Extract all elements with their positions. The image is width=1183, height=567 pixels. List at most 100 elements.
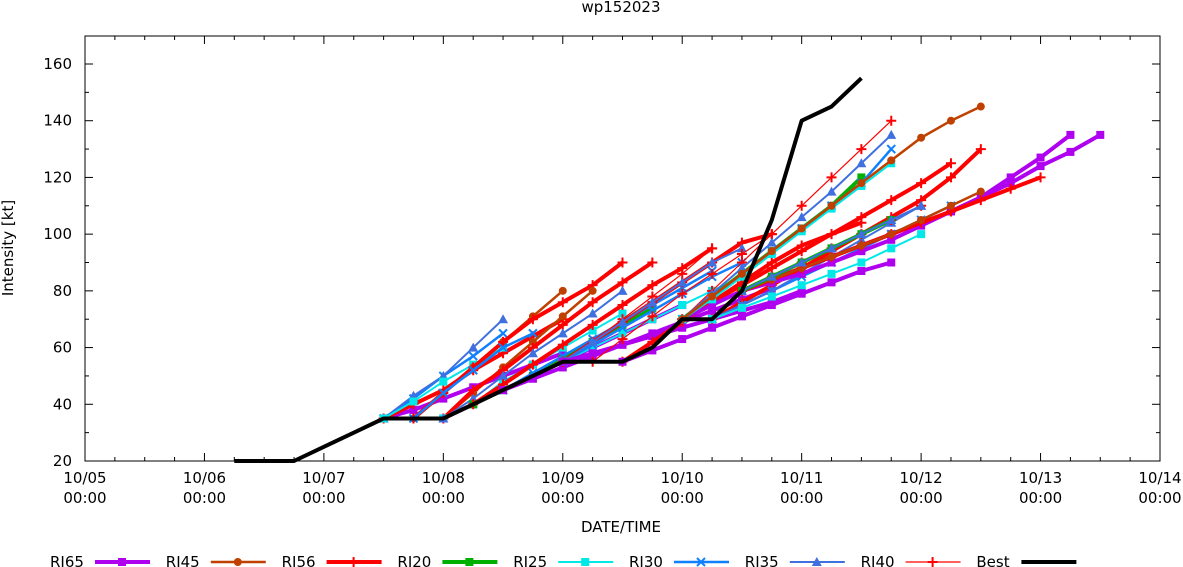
data-point [767,301,776,310]
data-point [647,280,658,291]
x-tick-label-time: 00:00 [661,489,704,507]
data-point [976,187,985,196]
data-point [528,374,537,383]
legend-item-ri45: RI45 [166,553,266,567]
forecast-line [621,260,892,364]
legend-label: Best [976,553,1009,567]
x-tick-label-date: 10/06 [183,469,226,487]
data-point [677,288,688,299]
data-point [557,328,568,338]
data-point [707,257,718,267]
forecast-line [681,134,892,320]
data-point [618,340,627,349]
chart-title: wp152023 [581,0,660,16]
data-point [736,243,747,253]
data-point [678,301,687,310]
data-point [498,328,508,339]
axis-ticks: 10/05 00:00 10/06 00:00 10/07 00:00 10/08 00:00… [43,36,1182,507]
x-tick-label-time: 00:00 [1138,489,1181,507]
data-point [975,195,986,206]
data-point [857,247,866,256]
data-point [587,319,598,330]
data-point [857,241,866,250]
x-tick-label-time: 00:00 [899,489,942,507]
data-point [826,172,837,183]
data-point [1066,147,1075,156]
data-point [708,292,717,301]
y-tick-label: 20 [53,452,72,470]
data-point [498,342,508,353]
data-point [708,301,717,310]
y-tick-label: 140 [43,112,72,130]
x-tick-label-date: 10/07 [302,469,345,487]
legend-label: RI25 [513,553,547,567]
data-point [707,243,718,254]
data-point [617,334,628,345]
x-tick-label-time: 00:00 [183,489,226,507]
data-point [857,258,866,267]
y-tick-label: 100 [43,225,72,243]
data-point [886,214,897,224]
legend-marker [581,558,590,566]
x-tick-label-date: 10/13 [1019,469,1062,487]
data-point [588,286,597,295]
data-point [976,102,985,111]
data-point [945,158,956,169]
data-point [677,277,688,287]
data-point [617,257,628,268]
data-point [409,397,418,406]
legend-marker [465,558,474,566]
data-point [1096,130,1105,139]
forecast-line [741,133,1072,293]
data-point [886,115,897,126]
legend-label: RI65 [50,553,84,567]
data-point [708,323,717,332]
x-tick-label-time: 00:00 [541,489,584,507]
data-point [736,263,747,273]
series-layer [234,76,1105,463]
legend-item-best: Best [976,553,1077,567]
data-point [886,144,896,154]
data-point [827,201,836,210]
legend-item-ri35: RI35 [745,553,845,567]
data-point [827,269,836,278]
legend-label: RI45 [166,553,200,567]
forecast-ri65 [618,258,896,366]
data-point [917,133,926,142]
legend-label: RI56 [282,553,316,567]
x-tick-label-time: 00:00 [1019,489,1062,507]
data-point [796,246,807,257]
data-point [468,365,478,375]
data-point [617,285,628,295]
data-point [916,200,927,210]
data-point [1006,173,1015,182]
data-point [618,329,627,338]
data-point [887,156,896,165]
data-point [946,201,955,210]
data-point [648,346,657,355]
data-point [647,257,658,268]
forecast-ri45 [678,102,985,324]
data-point [707,268,718,279]
data-point [826,243,837,253]
legend-item-ri20: RI20 [397,553,498,567]
legend-marker [118,558,126,566]
data-point [797,269,806,278]
legend-item-ri65: RI65 [50,553,150,567]
data-point [587,297,598,308]
legend-label: RI20 [397,553,431,567]
y-tick-label: 160 [43,55,72,73]
data-point [588,349,597,358]
data-point [856,229,867,239]
x-tick-label-date: 10/12 [899,469,942,487]
data-point [648,332,657,341]
data-point [827,258,836,267]
data-point [856,158,867,168]
data-point [617,277,628,288]
data-point [678,335,687,344]
data-point [917,215,926,224]
data-point [767,247,776,256]
legend-marker [927,557,938,567]
forecast-line [383,318,504,420]
forecast-line [441,260,654,420]
